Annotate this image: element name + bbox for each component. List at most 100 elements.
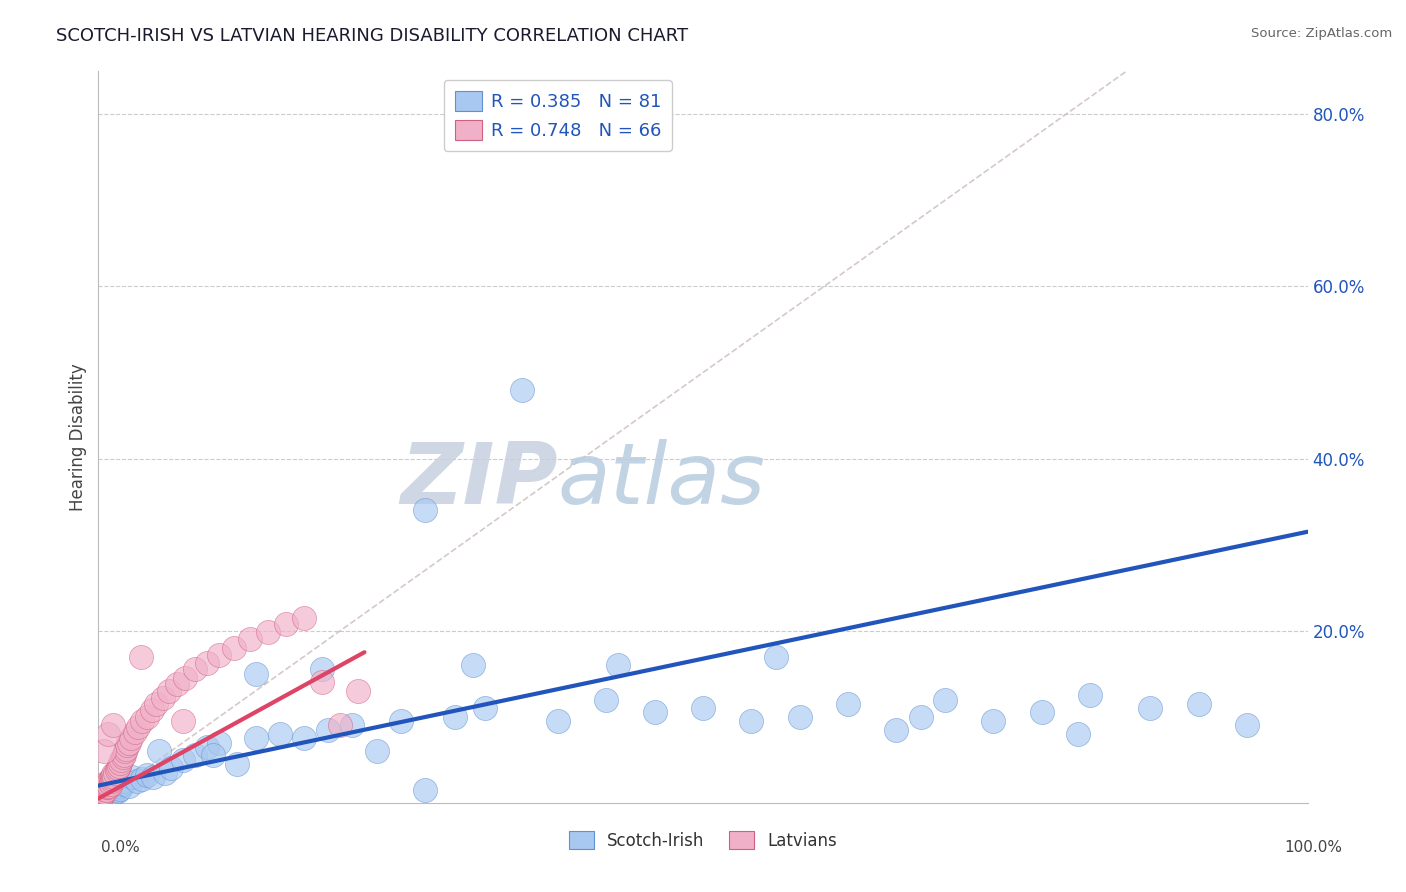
Point	[118, 735, 141, 749]
Point	[1067, 727, 1090, 741]
Point	[96, 779, 118, 793]
Point	[347, 684, 370, 698]
Point	[101, 772, 124, 786]
Point	[101, 767, 124, 781]
Point	[292, 611, 315, 625]
Point	[100, 785, 122, 799]
Point	[98, 774, 121, 789]
Point	[1078, 688, 1101, 702]
Point	[114, 744, 136, 758]
Point	[389, 714, 412, 728]
Point	[117, 738, 139, 752]
Point	[94, 787, 117, 801]
Point	[245, 666, 267, 681]
Point	[474, 701, 496, 715]
Point	[97, 787, 120, 801]
Point	[127, 774, 149, 789]
Point	[104, 765, 127, 780]
Point	[316, 723, 339, 737]
Point	[97, 780, 120, 795]
Point	[239, 632, 262, 647]
Point	[120, 731, 142, 746]
Point	[93, 789, 115, 804]
Point	[94, 783, 117, 797]
Point	[765, 649, 787, 664]
Point	[100, 774, 122, 789]
Point	[184, 662, 207, 676]
Point	[91, 788, 114, 802]
Point	[98, 786, 121, 800]
Point	[184, 748, 207, 763]
Point	[142, 770, 165, 784]
Point	[1236, 718, 1258, 732]
Point	[97, 777, 120, 791]
Text: Source: ZipAtlas.com: Source: ZipAtlas.com	[1251, 27, 1392, 40]
Point	[112, 747, 135, 762]
Point	[105, 780, 128, 795]
Point	[101, 784, 124, 798]
Point	[837, 697, 859, 711]
Point	[110, 753, 132, 767]
Point	[195, 739, 218, 754]
Point	[98, 784, 121, 798]
Point	[127, 720, 149, 734]
Point	[94, 789, 117, 803]
Text: 0.0%: 0.0%	[101, 840, 141, 855]
Point	[94, 783, 117, 797]
Point	[274, 616, 297, 631]
Point	[100, 777, 122, 791]
Point	[93, 786, 115, 800]
Point	[107, 761, 129, 775]
Text: ZIP: ZIP	[401, 440, 558, 523]
Point	[153, 765, 176, 780]
Point	[108, 782, 131, 797]
Point	[910, 710, 932, 724]
Point	[202, 748, 225, 763]
Point	[101, 782, 124, 797]
Point	[208, 735, 231, 749]
Point	[100, 772, 122, 786]
Point	[91, 787, 114, 801]
Point	[97, 727, 120, 741]
Point	[222, 640, 245, 655]
Point	[934, 692, 956, 706]
Point	[115, 741, 138, 756]
Point	[692, 701, 714, 715]
Point	[103, 770, 125, 784]
Point	[172, 714, 194, 728]
Point	[510, 383, 533, 397]
Point	[124, 725, 146, 739]
Y-axis label: Hearing Disability: Hearing Disability	[69, 363, 87, 511]
Point	[269, 727, 291, 741]
Point	[129, 649, 152, 664]
Point	[90, 787, 112, 801]
Point	[413, 503, 436, 517]
Point	[108, 779, 131, 793]
Point	[94, 780, 117, 795]
Point	[101, 718, 124, 732]
Point	[96, 775, 118, 789]
Point	[96, 785, 118, 799]
Point	[141, 703, 163, 717]
Point	[413, 783, 436, 797]
Point	[166, 677, 188, 691]
Point	[114, 774, 136, 789]
Point	[131, 714, 153, 728]
Legend: Scotch-Irish, Latvians: Scotch-Irish, Latvians	[562, 824, 844, 856]
Point	[595, 692, 617, 706]
Point	[1031, 706, 1053, 720]
Point	[157, 684, 180, 698]
Point	[91, 783, 114, 797]
Text: atlas: atlas	[558, 440, 766, 523]
Point	[174, 671, 197, 685]
Point	[104, 783, 127, 797]
Point	[93, 785, 115, 799]
Point	[148, 744, 170, 758]
Point	[100, 783, 122, 797]
Point	[91, 784, 114, 798]
Text: 100.0%: 100.0%	[1285, 840, 1343, 855]
Point	[195, 656, 218, 670]
Point	[311, 675, 333, 690]
Point	[131, 772, 153, 786]
Point	[644, 706, 666, 720]
